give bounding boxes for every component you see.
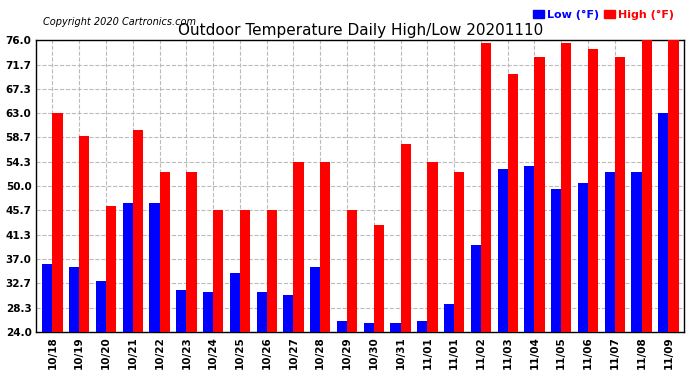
Text: Copyright 2020 Cartronics.com: Copyright 2020 Cartronics.com bbox=[43, 17, 196, 27]
Bar bbox=[69, 267, 79, 332]
Bar bbox=[159, 172, 170, 332]
Title: Outdoor Temperature Daily High/Low 20201110: Outdoor Temperature Daily High/Low 20201… bbox=[178, 23, 543, 38]
Bar bbox=[293, 162, 304, 332]
Bar bbox=[267, 210, 277, 332]
Bar bbox=[347, 210, 357, 332]
Bar bbox=[578, 183, 588, 332]
Bar bbox=[444, 304, 454, 332]
Bar bbox=[658, 113, 669, 332]
Bar bbox=[203, 292, 213, 332]
Bar bbox=[320, 162, 331, 332]
Bar bbox=[150, 203, 159, 332]
Bar bbox=[364, 323, 374, 332]
Bar bbox=[337, 321, 347, 332]
Bar bbox=[604, 172, 615, 332]
Bar bbox=[401, 144, 411, 332]
Bar bbox=[631, 172, 642, 332]
Bar bbox=[106, 206, 116, 332]
Bar bbox=[230, 273, 240, 332]
Bar bbox=[257, 292, 267, 332]
Bar bbox=[417, 321, 427, 332]
Bar bbox=[123, 203, 132, 332]
Bar bbox=[454, 172, 464, 332]
Bar bbox=[213, 210, 224, 332]
Bar bbox=[42, 264, 52, 332]
Bar bbox=[427, 162, 437, 332]
Bar bbox=[508, 74, 518, 332]
Bar bbox=[374, 225, 384, 332]
Bar bbox=[310, 267, 320, 332]
Legend: Low (°F), High (°F): Low (°F), High (°F) bbox=[529, 5, 679, 24]
Bar bbox=[132, 130, 143, 332]
Bar bbox=[186, 172, 197, 332]
Bar bbox=[669, 40, 678, 332]
Bar bbox=[176, 290, 186, 332]
Bar bbox=[588, 49, 598, 332]
Bar bbox=[284, 295, 293, 332]
Bar bbox=[481, 43, 491, 332]
Bar bbox=[551, 189, 561, 332]
Bar bbox=[561, 43, 571, 332]
Bar bbox=[79, 136, 90, 332]
Bar bbox=[240, 210, 250, 332]
Bar bbox=[615, 57, 625, 332]
Bar bbox=[471, 245, 481, 332]
Bar bbox=[524, 166, 535, 332]
Bar bbox=[535, 57, 544, 332]
Bar bbox=[52, 113, 63, 332]
Bar bbox=[391, 323, 401, 332]
Bar bbox=[497, 169, 508, 332]
Bar bbox=[96, 281, 106, 332]
Bar bbox=[642, 40, 652, 332]
